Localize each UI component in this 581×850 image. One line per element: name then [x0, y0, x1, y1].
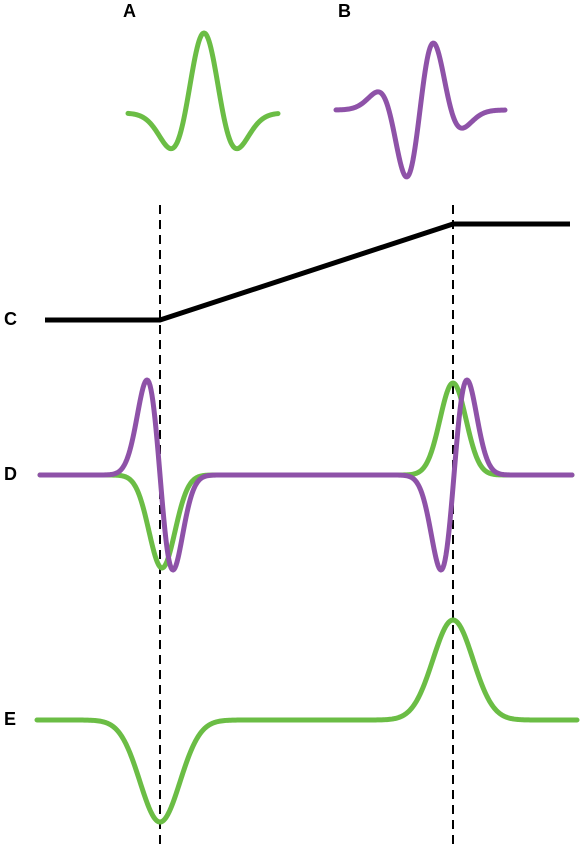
ramp-line	[45, 221, 570, 323]
label-d: D	[4, 464, 17, 484]
label-a: A	[123, 1, 136, 21]
wavelet-a	[125, 30, 281, 152]
trace-e	[34, 617, 580, 825]
curves	[34, 30, 580, 825]
label-c: C	[4, 309, 17, 329]
label-e: E	[4, 709, 16, 729]
label-b: B	[338, 1, 351, 21]
trace-d-purple	[37, 377, 575, 573]
wavelet-b	[333, 40, 508, 180]
